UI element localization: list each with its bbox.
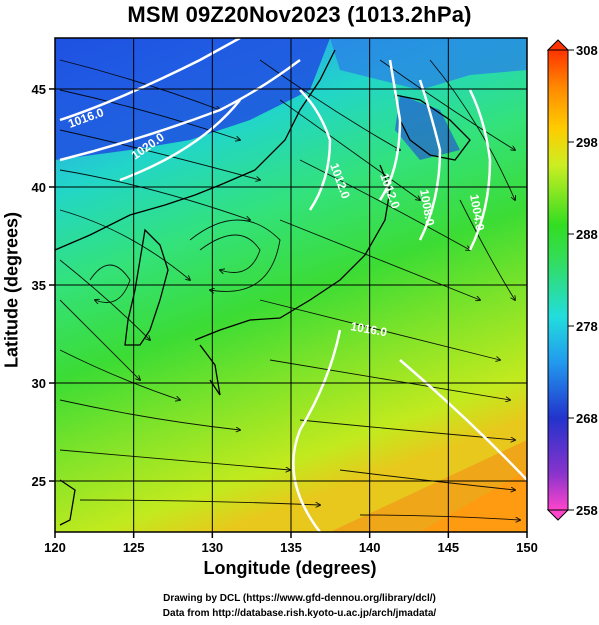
y-tick-label: 45 [32, 82, 46, 97]
colorbar-ticks: 308 298 288 278 268 258 [568, 43, 598, 518]
streamline [299, 419, 515, 440]
streamline-cyclone [199, 234, 261, 273]
x-tick-label: 145 [437, 540, 459, 555]
streamline [269, 359, 510, 400]
streamline [59, 209, 190, 280]
streamline [59, 89, 240, 140]
streamline [59, 169, 250, 220]
wind-streamlines [59, 59, 520, 520]
streamline [259, 299, 500, 360]
streamline [339, 469, 515, 490]
x-tick-label: 140 [359, 540, 381, 555]
colorbar-bottom-arrow [546, 509, 570, 521]
colorbar-tick-label: 298 [576, 135, 598, 150]
colorbar-top-arrow [546, 39, 570, 51]
isobar-label: 1004.0 [467, 193, 487, 232]
y-tick-label: 30 [32, 376, 46, 391]
y-axis-label: Latitude (degrees) [1, 211, 22, 369]
isobar-label: 1008.0 [417, 188, 437, 227]
plot-area [55, 38, 527, 532]
isobar-label: 1016.0 [349, 319, 388, 339]
y-tick-label: 25 [32, 474, 46, 489]
x-tick-label: 120 [44, 540, 66, 555]
streamline [59, 349, 180, 400]
x-axis-ticks: 120 125 130 135 140 145 150 [44, 532, 538, 555]
cold-air-region [55, 38, 330, 160]
colorbar-tick-label: 258 [576, 503, 598, 518]
streamline [279, 219, 480, 300]
streamline [59, 399, 240, 430]
streamline [59, 449, 290, 470]
isobar-1008 [418, 79, 442, 241]
x-tick-label: 130 [201, 540, 223, 555]
streamline [459, 199, 515, 300]
colorbar-tick-label: 288 [576, 227, 598, 242]
streamline [359, 514, 520, 520]
colorbar-tick-label: 308 [576, 43, 598, 58]
credit-data-source: Data from http://database.rish.kyoto-u.a… [162, 608, 437, 619]
isobar-1020-east [299, 89, 332, 211]
streamline [59, 129, 260, 180]
streamline [59, 59, 220, 110]
streamline [79, 499, 320, 505]
y-tick-label: 35 [32, 278, 46, 293]
isobar-1016-west [59, 38, 241, 122]
map-title: MSM 09Z20Nov2023 (1013.2hPa) [127, 2, 472, 27]
isobar-south-east [399, 359, 527, 481]
streamline [59, 299, 140, 380]
colorbar-tick-label: 268 [576, 411, 598, 426]
isobars [59, 38, 527, 532]
cold-air-region-northeast [330, 38, 527, 90]
credit-drawing: Drawing by DCL (https://www.gfd-dennou.o… [163, 593, 436, 604]
x-tick-label: 135 [280, 540, 302, 555]
isobar-1012-east [378, 59, 402, 201]
colorbar-tick-label: 278 [576, 319, 598, 334]
streamline [259, 59, 400, 150]
isobar-1004 [468, 89, 492, 251]
colorbar-scale [547, 49, 569, 511]
x-axis-label: Longitude (degrees) [203, 558, 377, 578]
coastline-hokkaido [394, 94, 471, 161]
x-tick-label: 125 [123, 540, 145, 555]
isobar-1012-west [59, 58, 301, 162]
coastline-korea [124, 228, 169, 346]
streamline [59, 259, 150, 340]
cold-air-hokkaido [395, 95, 460, 160]
graticule [55, 38, 527, 532]
coastline-mainland [55, 49, 336, 251]
y-tick-label: 40 [32, 180, 46, 195]
y-axis-ticks: 25 30 35 40 45 [32, 82, 55, 489]
streamline-vortex [89, 264, 131, 303]
colorbar: 308 298 288 278 268 258 [546, 39, 598, 521]
streamline [429, 59, 515, 200]
streamline-cyclone [189, 219, 281, 291]
coastline-taiwan [59, 479, 76, 526]
streamline [279, 99, 420, 200]
isobar-1016-south [292, 329, 342, 532]
x-tick-label: 150 [516, 540, 538, 555]
isobar-1020 [119, 99, 241, 182]
coastline-kyushu [199, 344, 221, 396]
